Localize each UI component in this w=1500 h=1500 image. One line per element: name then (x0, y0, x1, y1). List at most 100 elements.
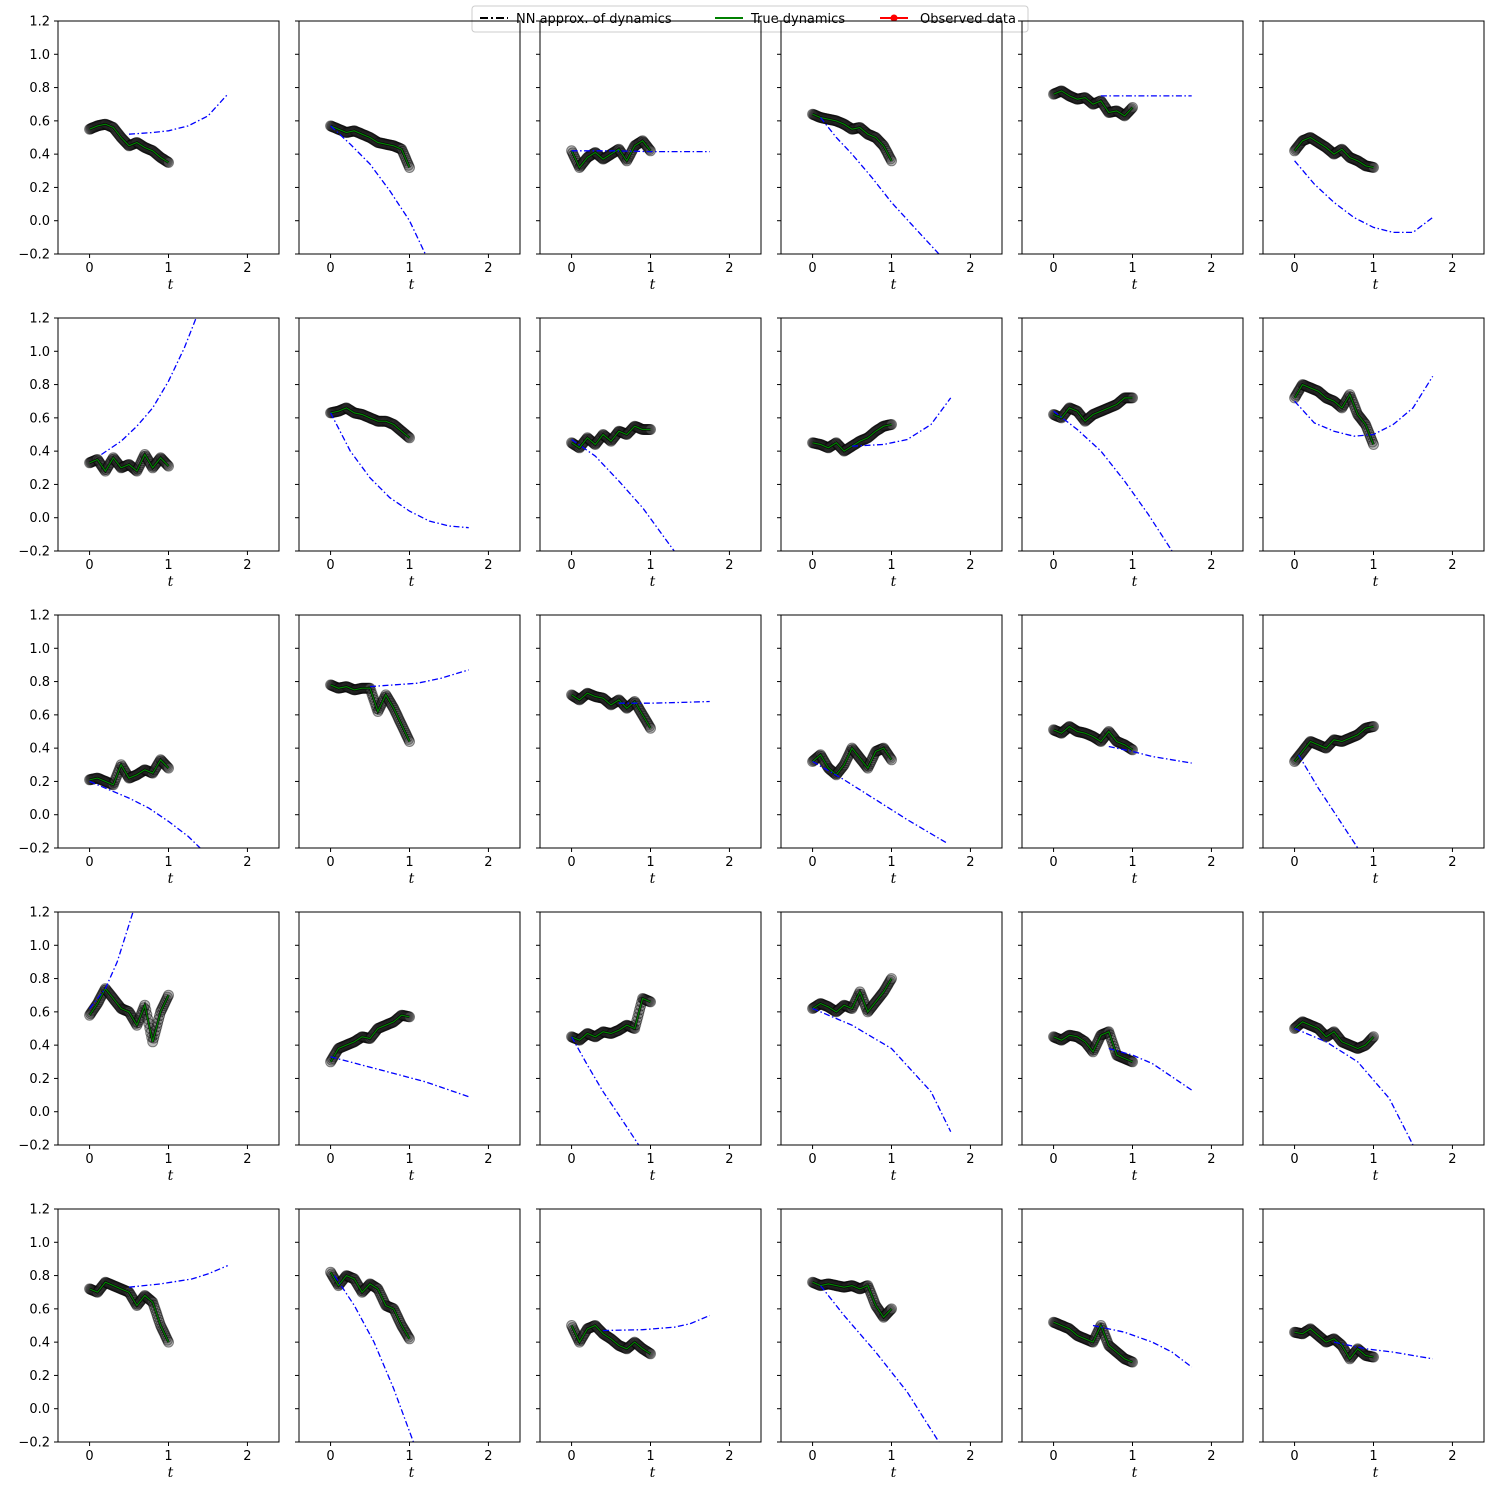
legend-observed-marker (890, 14, 898, 22)
nn-approx-line (1294, 375, 1434, 437)
axes-frame (780, 911, 1003, 1146)
y-tick-label: 0.8 (29, 81, 50, 96)
y-tick-label: −0.2 (18, 545, 50, 560)
y-tick-label: 0.2 (29, 775, 50, 790)
nn-approx-line (333, 1275, 415, 1442)
y-tick-label: 1.0 (29, 642, 50, 657)
true-dynamics-line (1053, 1030, 1133, 1063)
x-tick-label: 1 (1369, 855, 1377, 870)
x-axis-label: t (409, 1168, 415, 1184)
plot-area (325, 669, 469, 747)
observed-markers (1289, 1323, 1379, 1365)
nn-approx-line (571, 1036, 640, 1145)
plot-area (84, 93, 229, 168)
x-tick-label: 2 (484, 558, 492, 573)
subplot-1: 0 1 2 t −0.2 0.0 0.2 0.4 0.6 0.8 1.0 1.2 (18, 15, 280, 293)
legend-nn-label: NN approx. of dynamics (516, 12, 672, 27)
true-dynamics-line (1294, 1328, 1374, 1360)
y-tick-label: −0.2 (18, 248, 50, 263)
subplot-17: 0 1 2 t (1018, 614, 1244, 887)
axes-frame (1021, 317, 1244, 552)
y-tick-label: 0.4 (29, 148, 50, 163)
nn-approx-line (812, 760, 948, 844)
y-tick-label: 1.0 (29, 1236, 50, 1251)
x-tick-label: 0 (85, 855, 93, 870)
true-dynamics-line (812, 1281, 892, 1319)
x-tick-label: 0 (808, 1152, 816, 1167)
plot-area (1289, 132, 1434, 234)
x-tick-label: 1 (164, 261, 172, 276)
x-tick-label: 0 (1049, 855, 1057, 870)
true-dynamics-line (89, 453, 169, 473)
true-dynamics-line (571, 140, 651, 169)
y-tick-label: 1.2 (29, 609, 50, 624)
x-tick-label: 0 (1049, 1152, 1057, 1167)
true-dynamics-line (812, 746, 892, 776)
x-tick-label: 2 (243, 1449, 251, 1464)
axes-frame (1262, 1208, 1485, 1443)
x-axis-label: t (409, 1465, 415, 1481)
x-tick-label: 0 (326, 1152, 334, 1167)
plot-area (84, 754, 201, 848)
y-tick-label: 1.2 (29, 312, 50, 327)
x-tick-label: 1 (164, 855, 172, 870)
x-axis-label: t (1132, 574, 1138, 590)
legend-true-label: True dynamics (750, 12, 845, 27)
x-tick-label: 2 (1207, 1449, 1215, 1464)
nn-approx-line (1108, 745, 1192, 764)
nn-approx-line (618, 700, 710, 704)
subplot-24: 0 1 2 t (1259, 911, 1485, 1184)
x-tick-label: 0 (326, 855, 334, 870)
legend-observed-label: Observed data (920, 12, 1016, 27)
x-axis-label: t (1132, 1168, 1138, 1184)
subplot-8: 0 1 2 t (295, 317, 521, 590)
plot-area (1048, 1316, 1193, 1368)
nn-approx-line (1294, 1027, 1414, 1145)
subplot-18: 0 1 2 t (1259, 614, 1485, 887)
x-tick-label: 0 (808, 855, 816, 870)
y-tick-label: 0.0 (29, 214, 50, 229)
x-axis-label: t (168, 871, 174, 887)
true-dynamics-line (571, 1324, 651, 1355)
plot-area (1048, 85, 1192, 122)
x-tick-label: 1 (405, 855, 413, 870)
subplot-5: 0 1 2 t (1018, 20, 1244, 293)
x-tick-label: 1 (164, 1152, 172, 1167)
axes-frame (57, 911, 280, 1146)
x-tick-label: 2 (484, 855, 492, 870)
x-tick-label: 2 (1207, 261, 1215, 276)
x-axis-label: t (409, 871, 415, 887)
subplot-grid: 0 1 2 t −0.2 0.0 0.2 0.4 0.6 0.8 1.0 1.2 0 1 2 t 0 1 2 t 0 1 2… (18, 15, 1485, 1481)
x-tick-label: 2 (725, 261, 733, 276)
subplot-3: 0 1 2 t (536, 20, 762, 293)
x-tick-label: 1 (1128, 1449, 1136, 1464)
y-tick-label: 0.2 (29, 1369, 50, 1384)
true-dynamics-line (89, 758, 169, 786)
x-axis-label: t (1132, 277, 1138, 293)
observed-markers (325, 402, 415, 444)
x-axis-label: t (1373, 277, 1379, 293)
plot-area (1048, 1026, 1193, 1091)
x-tick-label: 2 (966, 855, 974, 870)
x-axis-label: t (650, 1168, 656, 1184)
x-tick-label: 2 (725, 558, 733, 573)
subplot-26: 0 1 2 t (295, 1208, 521, 1481)
x-axis-label: t (650, 1465, 656, 1481)
x-tick-label: 0 (85, 558, 93, 573)
axes-frame (539, 911, 762, 1146)
axes-frame (57, 614, 280, 849)
subplot-16: 0 1 2 t (777, 614, 1003, 887)
observed-markers (325, 1266, 415, 1345)
axes-frame (57, 20, 280, 255)
observed-line (1053, 89, 1134, 118)
x-tick-label: 0 (85, 1449, 93, 1464)
plot-area (807, 1276, 940, 1442)
x-tick-label: 2 (1448, 1449, 1456, 1464)
true-dynamics-line (1294, 725, 1374, 762)
nn-approx-line (851, 397, 952, 447)
y-tick-label: 1.0 (29, 345, 50, 360)
observed-markers (566, 687, 656, 734)
x-tick-label: 2 (966, 261, 974, 276)
y-tick-label: −0.2 (18, 842, 50, 857)
true-dynamics-line (571, 692, 652, 729)
